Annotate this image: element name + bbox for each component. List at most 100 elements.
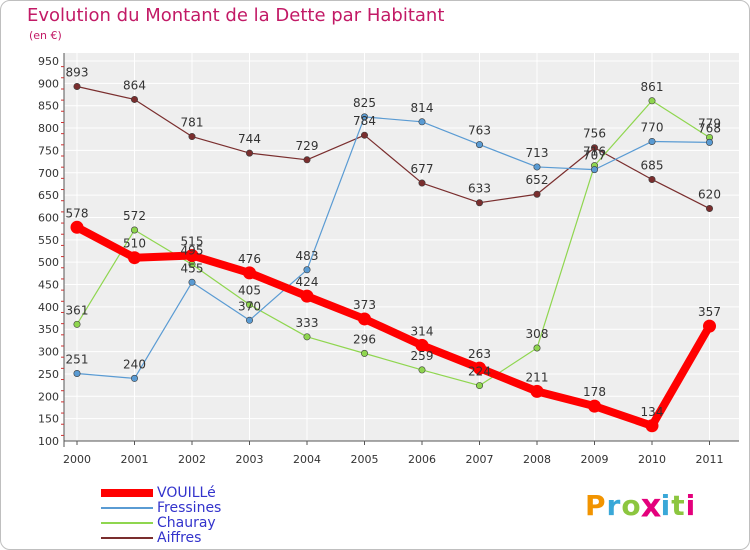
data-point-0: [300, 289, 314, 303]
data-label: 333: [296, 316, 319, 330]
data-label: 405: [238, 284, 261, 298]
data-point-3: [590, 144, 598, 152]
data-point-3: [360, 131, 368, 139]
data-point-2: [360, 349, 368, 357]
series-line-3: [76, 85, 711, 210]
data-point-1: [246, 316, 254, 324]
proxiti-logo: Proxiti: [585, 486, 696, 525]
data-point-3: [648, 175, 656, 183]
legend-label: Aiffres: [157, 530, 202, 546]
x-tick-label: 2011: [696, 453, 724, 466]
data-point-2: [418, 366, 426, 374]
data-label: 763: [468, 124, 491, 138]
data-label: 296: [353, 332, 376, 346]
data-label: 784: [353, 114, 376, 128]
data-label: 424: [296, 275, 319, 289]
data-label: 756: [583, 127, 606, 141]
data-point-1: [360, 113, 368, 121]
data-label: 134: [641, 405, 664, 419]
data-point-1: [303, 266, 311, 274]
data-label: 781: [181, 116, 204, 130]
data-label: 515: [181, 234, 204, 248]
data-label: 864: [123, 78, 146, 92]
y-tick-label: 500: [38, 256, 59, 269]
data-label: 455: [181, 261, 204, 275]
data-point-0: [185, 248, 199, 262]
x-tick-label: 2008: [523, 453, 551, 466]
data-label: 251: [66, 352, 89, 366]
x-tick-label: 2007: [466, 453, 494, 466]
data-label: 211: [526, 370, 549, 384]
y-tick-label: 750: [38, 144, 59, 157]
data-label: 744: [238, 132, 261, 146]
data-point-3: [131, 95, 139, 103]
y-tick-label: 950: [38, 55, 59, 68]
data-point-0: [128, 251, 141, 265]
data-label: 677: [411, 162, 434, 176]
x-tick-label: 2006: [408, 453, 436, 466]
series-line-1: [76, 116, 711, 380]
data-label: 633: [468, 182, 491, 196]
data-label: 620: [698, 188, 721, 202]
y-tick-label: 650: [38, 189, 59, 202]
x-tick-label: 2000: [63, 453, 91, 466]
data-label: 178: [583, 385, 606, 399]
data-point-2: [131, 226, 139, 234]
x-tick-label: 2005: [351, 453, 379, 466]
data-point-1: [73, 369, 81, 377]
chart-unit-label: (en €): [29, 29, 62, 42]
data-point-3: [705, 205, 713, 213]
data-point-3: [303, 156, 311, 164]
data-point-2: [533, 344, 541, 352]
y-tick-label: 700: [38, 167, 59, 180]
data-label: 240: [123, 357, 146, 371]
data-point-0: [530, 384, 544, 398]
y-tick-label: 850: [38, 100, 59, 113]
y-tick-label: 900: [38, 77, 59, 90]
data-label: 713: [526, 146, 549, 160]
plot-background: [64, 53, 739, 441]
data-label: 861: [641, 80, 664, 94]
data-point-3: [418, 179, 426, 187]
y-tick-label: 800: [38, 122, 59, 135]
x-tick-label: 2004: [293, 453, 321, 466]
data-point-3: [533, 190, 541, 198]
data-point-0: [358, 312, 371, 326]
y-tick-label: 450: [38, 279, 59, 292]
y-tick-label: 100: [38, 435, 59, 448]
data-label: 716: [583, 145, 606, 159]
legend-swatch: [101, 489, 153, 497]
logo-letter: t: [671, 489, 686, 522]
data-label: 483: [296, 249, 319, 263]
y-tick-label: 600: [38, 211, 59, 224]
data-label: 495: [181, 243, 204, 257]
data-point-2: [475, 382, 483, 390]
data-label: 768: [698, 121, 721, 135]
y-tick-label: 150: [38, 413, 59, 426]
y-tick-label: 300: [38, 346, 59, 359]
data-point-1: [590, 166, 598, 174]
data-label: 652: [526, 173, 549, 187]
logo-letter: x: [640, 486, 663, 525]
legend-swatch: [101, 522, 153, 524]
data-point-3: [246, 149, 254, 157]
data-point-2: [246, 301, 254, 309]
data-label: 572: [123, 209, 146, 223]
y-tick-label: 400: [38, 301, 59, 314]
data-label: 578: [66, 206, 89, 220]
legend-label: VOUILLé: [157, 485, 216, 501]
data-label: 814: [411, 101, 434, 115]
logo-letter: r: [606, 489, 622, 522]
data-point-0: [645, 419, 659, 433]
logo-letter: o: [621, 489, 642, 522]
legend-label: Fressines: [157, 500, 222, 516]
data-point-1: [648, 137, 656, 145]
legend-label: Chauray: [157, 515, 216, 531]
data-point-3: [188, 133, 196, 141]
data-label: 476: [238, 252, 261, 266]
data-label: 707: [583, 149, 606, 163]
data-point-1: [131, 374, 139, 382]
data-label: 770: [641, 120, 664, 134]
data-label: 729: [296, 139, 319, 153]
